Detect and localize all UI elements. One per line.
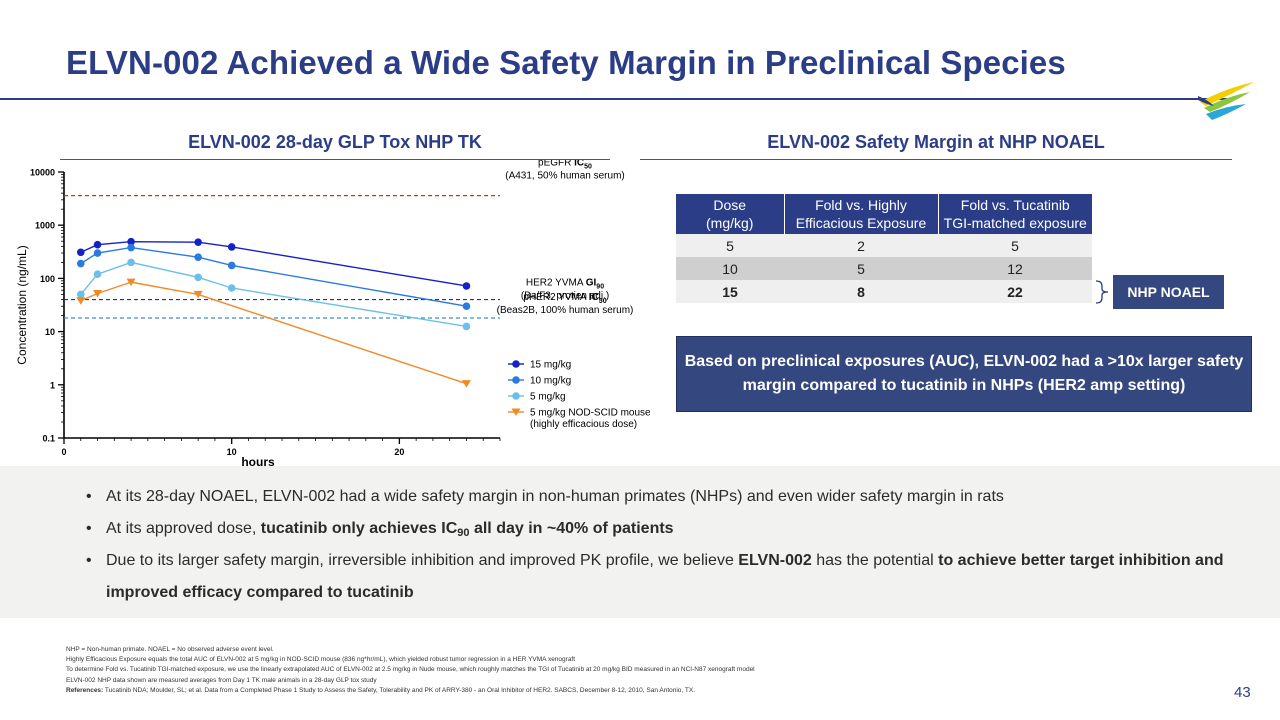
footnotes: NHP = Non-human primate. NOAEL = No obse… bbox=[66, 645, 1166, 696]
bullet-item: At its approved dose, tucatinib only ach… bbox=[86, 513, 1266, 545]
chart-axes: 0.1 1 10 100 1000 10000 0 10 20 hours Concentratio… bbox=[15, 168, 501, 469]
bullet-item: At its 28-day NOAEL, ELVN-002 had a wide… bbox=[86, 481, 1266, 513]
key-points-list: At its 28-day NOAEL, ELVN-002 had a wide… bbox=[86, 481, 1266, 609]
chart-legend: 15 mg/kg 10 mg/kg 5 mg/kg 5 mg/kg NOD-SCID … bbox=[508, 360, 650, 430]
safety-margin-table: Dose (mg/kg) Fold vs. Highly Efficacious E… bbox=[676, 194, 1092, 303]
header-dose: Dose (mg/kg) bbox=[676, 194, 784, 234]
table-header-row: Dose (mg/kg) Fold vs. Highly Efficacious E… bbox=[676, 194, 1092, 234]
header-fold-efficacious: Fold vs. Highly Efficacious Exposure bbox=[783, 194, 938, 234]
nhp-noael-label: NHP NOAEL bbox=[1113, 275, 1224, 309]
data-point-marker bbox=[194, 253, 202, 262]
series-group bbox=[76, 243, 471, 311]
data-point-marker bbox=[462, 322, 471, 331]
pk-concentration-chart: 0.1 1 10 100 1000 10000 0 10 20 hours Concentratio… bbox=[15, 160, 650, 469]
header-fold-tucatinib: Fold vs. Tucatinib TGI-matched exposure bbox=[937, 194, 1092, 234]
right-brace-icon bbox=[1095, 280, 1109, 304]
x-tick-label: 0 bbox=[61, 447, 66, 457]
table-row: 10 5 12 bbox=[676, 257, 1092, 280]
title-divider bbox=[0, 98, 1232, 100]
table-cell: 12 bbox=[938, 257, 1092, 280]
y-tick-label: 100 bbox=[40, 274, 55, 284]
table-cell: 8 bbox=[784, 280, 938, 303]
table-cell: 5 bbox=[676, 234, 784, 257]
y-tick-label: 10 bbox=[45, 327, 55, 337]
legend-label: 10 mg/kg bbox=[530, 376, 571, 387]
footnote-line: To determine Fold vs. Tucatinib TGI-matc… bbox=[66, 666, 755, 674]
data-point-marker bbox=[227, 284, 236, 292]
data-point-marker bbox=[194, 273, 202, 282]
data-point-marker bbox=[76, 259, 85, 268]
series-group bbox=[76, 258, 471, 331]
legend-label: 15 mg/kg bbox=[530, 360, 571, 371]
table-cell: 5 bbox=[784, 257, 938, 280]
data-point-marker bbox=[127, 237, 135, 246]
legend-label: (highly efficacious dose) bbox=[530, 419, 637, 430]
legend-label: 5 mg/kg bbox=[530, 392, 566, 403]
x-tick-label: 20 bbox=[394, 447, 404, 457]
safety-callout-box: Based on preclinical exposures (AUC), EL… bbox=[676, 336, 1252, 412]
data-point-marker bbox=[511, 408, 521, 416]
x-tick-label: 10 bbox=[227, 447, 237, 457]
series-group bbox=[76, 237, 471, 290]
footnote-line: ELVN-002 NHP data shown are measured ave… bbox=[66, 676, 377, 684]
data-point-marker bbox=[462, 282, 471, 290]
chart-section-title: ELVN-002 28-day GLP Tox NHP TK bbox=[188, 132, 482, 152]
reference-sublabel: (A431, 50% human serum) bbox=[505, 171, 625, 182]
data-point-marker bbox=[512, 392, 520, 400]
x-axis-label: hours bbox=[241, 455, 275, 469]
data-point-marker bbox=[462, 302, 471, 311]
table-cell: 10 bbox=[676, 257, 784, 280]
y-tick-label: 10000 bbox=[30, 168, 55, 178]
footnote-line: NHP = Non-human primate. NOAEL = No obse… bbox=[66, 646, 274, 653]
page-number: 43 bbox=[1234, 684, 1251, 701]
series-line bbox=[80, 281, 467, 385]
table-row-noael: 15 8 22 bbox=[676, 280, 1092, 303]
reference-label: pEGFR IC50 bbox=[538, 160, 592, 171]
data-point-marker bbox=[76, 297, 86, 305]
data-point-marker bbox=[227, 261, 236, 270]
chart-section-divider bbox=[60, 159, 610, 160]
data-point-marker bbox=[461, 380, 471, 388]
y-axis-label: Concentration (ng/mL) bbox=[15, 245, 29, 364]
table-section-title: ELVN-002 Safety Margin at NHP NOAEL bbox=[767, 132, 1105, 152]
table-row: 5 2 5 bbox=[676, 234, 1092, 257]
reference-label: pHER2 YVMA IC50 bbox=[523, 292, 606, 305]
data-point-marker bbox=[126, 278, 136, 287]
table-cell: 2 bbox=[784, 234, 938, 257]
bullet-item: Due to its larger safety margin, irrever… bbox=[86, 545, 1266, 609]
table-cell: 15 bbox=[676, 280, 784, 303]
data-point-marker bbox=[93, 240, 102, 249]
footnote-references: References: Tucatinib NDA; Moulder, SL; … bbox=[66, 686, 696, 694]
data-point-marker bbox=[93, 290, 103, 298]
reference-label: HER2 YVMA GI90 bbox=[526, 278, 604, 291]
series-group bbox=[76, 278, 471, 388]
chart-reference-lines: pEGFR IC50(A431, 50% human serum) HER2 YV… bbox=[64, 160, 634, 319]
data-point-marker bbox=[93, 270, 102, 278]
data-point-marker bbox=[227, 243, 236, 251]
data-point-marker bbox=[93, 249, 102, 257]
footnote-line: Highly Efficacious Exposure equals the t… bbox=[66, 656, 576, 664]
brand-swoosh-logo bbox=[1198, 82, 1254, 120]
chart-series bbox=[76, 237, 471, 388]
y-tick-label: 0.1 bbox=[42, 434, 55, 444]
reference-sublabel: (Beas2B, 100% human serum) bbox=[497, 305, 634, 316]
data-point-marker bbox=[127, 243, 135, 252]
table-cell: 22 bbox=[938, 280, 1092, 303]
data-point-marker bbox=[76, 248, 85, 257]
slide-title: ELVN-002 Achieved a Wide Safety Margin i… bbox=[66, 44, 1066, 81]
y-tick-label: 1000 bbox=[35, 221, 55, 231]
data-point-marker bbox=[512, 360, 520, 368]
data-point-marker bbox=[194, 238, 202, 246]
table-cell: 5 bbox=[938, 234, 1092, 257]
y-tick-label: 1 bbox=[50, 380, 55, 390]
series-line bbox=[80, 261, 467, 328]
data-point-marker bbox=[512, 376, 520, 384]
legend-label: 5 mg/kg NOD-SCID mouse bbox=[530, 408, 650, 419]
reference-sublabel: (Ba/F3, protien adj.) bbox=[521, 291, 609, 302]
data-point-marker bbox=[193, 290, 203, 299]
table-section-divider bbox=[640, 159, 1232, 160]
data-point-marker bbox=[127, 258, 135, 267]
data-point-marker bbox=[76, 290, 85, 299]
